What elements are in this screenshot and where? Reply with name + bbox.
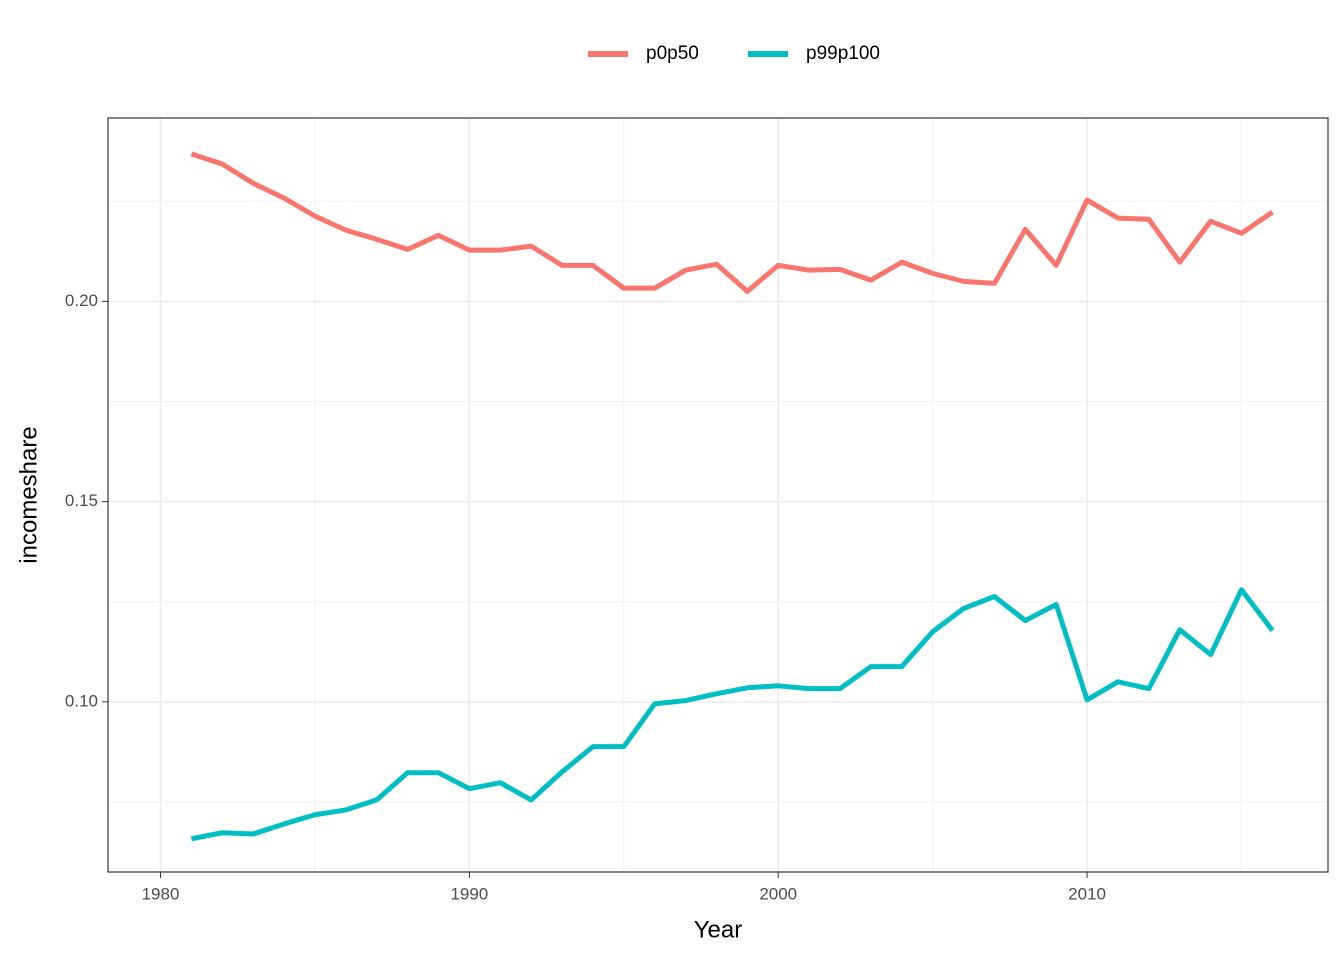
legend-label: p0p50 [646,43,699,64]
legend-label: p99p100 [806,43,880,64]
y-tick-label: 0.10 [65,691,98,710]
x-tick-label: 1990 [450,884,488,903]
x-tick-label: 2010 [1068,884,1106,903]
line [190,151,1274,294]
y-tick-label: 0.20 [65,291,98,310]
plot-border [107,117,1329,873]
y-tick-label: 0.15 [65,491,98,510]
x-tick-label: 1980 [142,884,180,903]
line [190,587,1275,842]
x-tick-label: 2000 [759,884,797,903]
x-axis-title: Year [694,916,743,943]
y-axis-title: incomeshare [15,426,42,563]
